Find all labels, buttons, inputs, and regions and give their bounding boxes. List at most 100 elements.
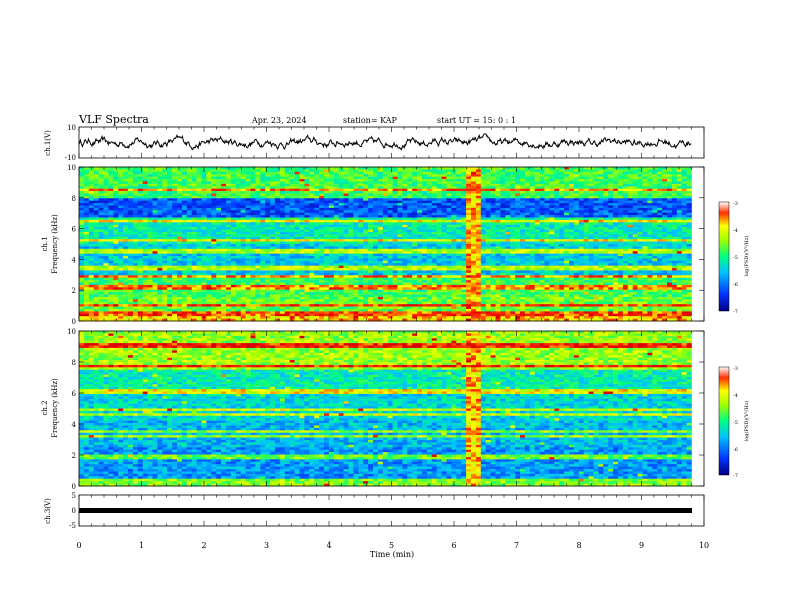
spectrogram-cell bbox=[284, 200, 290, 204]
spectrogram-cell bbox=[431, 210, 437, 214]
spectrogram-cell bbox=[260, 195, 266, 199]
spectrogram-cell bbox=[333, 229, 339, 233]
spectrogram-cell bbox=[368, 191, 374, 194]
spectrogram-cell bbox=[240, 239, 246, 242]
spectrogram-cell bbox=[93, 234, 99, 238]
spectrogram-cell bbox=[569, 174, 575, 177]
spectrogram-cell bbox=[294, 176, 300, 180]
ch1-waveform-line bbox=[78, 133, 692, 151]
spectrogram-cell bbox=[284, 224, 290, 228]
spectrogram-cell bbox=[426, 253, 433, 257]
spectrogram-cell bbox=[319, 256, 325, 259]
spectrogram-cell bbox=[573, 256, 580, 259]
spectrogram-cell bbox=[613, 195, 619, 199]
spectrogram-cell bbox=[681, 186, 687, 189]
spectrogram-cell bbox=[157, 231, 163, 235]
spectrogram-cell bbox=[451, 207, 457, 211]
spectrogram-cell bbox=[622, 198, 629, 201]
spectrogram-cell bbox=[505, 203, 511, 206]
spectrogram-cell bbox=[588, 241, 594, 245]
spectrogram-cell bbox=[539, 253, 545, 257]
spectrogram-cell bbox=[377, 171, 384, 175]
spectrogram-cell bbox=[206, 193, 212, 197]
spectrogram-cell bbox=[608, 215, 614, 218]
spectrogram-cell bbox=[559, 244, 565, 247]
spectrogram-cell bbox=[490, 169, 496, 173]
spectrogram-cell bbox=[392, 195, 398, 199]
spectrogram-cell bbox=[162, 195, 168, 199]
spectrogram-cell bbox=[172, 239, 178, 242]
spectrogram-cell bbox=[230, 244, 237, 247]
spectrogram-cell bbox=[622, 179, 629, 182]
spectrogram-cell bbox=[265, 200, 271, 204]
spectrogram-cell bbox=[132, 215, 139, 218]
spectrogram-cell bbox=[333, 215, 339, 218]
spectrogram-cell bbox=[485, 234, 491, 238]
spectrogram-cell bbox=[83, 205, 90, 209]
spectrogram-cell bbox=[382, 248, 388, 252]
spectrogram-cell bbox=[652, 239, 658, 242]
spectrogram-cell bbox=[147, 193, 153, 197]
spectrogram-cell bbox=[275, 183, 281, 187]
spectrogram-cell bbox=[113, 227, 119, 230]
spectrogram-cell bbox=[402, 174, 408, 177]
spectrogram-cell bbox=[505, 198, 511, 201]
spectrogram-cell bbox=[142, 222, 148, 226]
spectrogram-cell bbox=[627, 212, 633, 216]
spectrogram-cell bbox=[686, 215, 692, 218]
spectrogram-cell bbox=[544, 195, 550, 199]
spectrogram-cell bbox=[554, 181, 560, 185]
spectrogram-cell bbox=[172, 174, 178, 177]
spectrogram-cell bbox=[186, 193, 192, 197]
spectrogram-cell bbox=[294, 248, 300, 252]
spectrogram-cell bbox=[177, 224, 183, 228]
spectrogram-cell bbox=[471, 227, 477, 230]
spectrogram-cell bbox=[569, 234, 575, 238]
spectrogram-cell bbox=[83, 224, 90, 228]
spectrogram-cell bbox=[304, 244, 310, 247]
spectrogram-cell bbox=[309, 251, 315, 254]
spectrogram-cell bbox=[314, 210, 320, 214]
spectrogram-cell bbox=[593, 217, 599, 221]
spectrogram-cell bbox=[275, 231, 281, 235]
spectrogram-cell bbox=[495, 241, 501, 245]
spectrogram-cell bbox=[583, 210, 589, 214]
spectrogram-cell bbox=[618, 210, 624, 214]
spectrogram-cell bbox=[93, 239, 99, 242]
spectrogram-cell bbox=[652, 176, 658, 180]
spectrogram-cell bbox=[480, 258, 486, 262]
spectrogram-cell bbox=[461, 258, 467, 262]
spectrogram-cell bbox=[471, 229, 477, 233]
spectrogram-cell bbox=[603, 207, 609, 211]
spectrogram-cell bbox=[79, 207, 85, 211]
spectrogram-cell bbox=[422, 248, 428, 252]
spectrogram-cell bbox=[564, 217, 570, 221]
spectrogram-cell bbox=[279, 222, 286, 226]
spectrogram-cell bbox=[368, 195, 374, 199]
spectrogram-cell bbox=[128, 215, 134, 218]
spectrogram-cell bbox=[392, 191, 398, 194]
spectrogram-cell bbox=[686, 186, 692, 189]
spectrogram-cell bbox=[431, 251, 437, 254]
spectrogram-cell bbox=[230, 205, 237, 209]
spectrogram-cell bbox=[270, 253, 276, 257]
spectrogram-cell bbox=[333, 248, 339, 252]
spectrogram-cell bbox=[235, 205, 241, 209]
spectrogram-cell bbox=[642, 246, 648, 250]
spectrogram-cell bbox=[573, 183, 580, 187]
spectrogram-cell bbox=[304, 212, 310, 216]
spectrogram-cell bbox=[177, 244, 183, 247]
spectrogram-cell bbox=[235, 200, 241, 204]
spectrogram-cell bbox=[147, 229, 153, 233]
spectrogram-cell bbox=[520, 210, 526, 214]
spectrogram-cell bbox=[358, 251, 364, 254]
spectrogram-cell bbox=[676, 229, 682, 233]
spectrogram-cell bbox=[588, 186, 594, 189]
spectrogram-cell bbox=[79, 219, 85, 223]
spectrogram-cell bbox=[270, 231, 276, 235]
spectrogram-cell bbox=[436, 188, 442, 192]
spectrogram-cell bbox=[304, 241, 310, 245]
spectrogram-cell bbox=[417, 176, 423, 180]
spectrogram-cell bbox=[524, 183, 531, 187]
spectrogram-cell bbox=[490, 203, 496, 206]
